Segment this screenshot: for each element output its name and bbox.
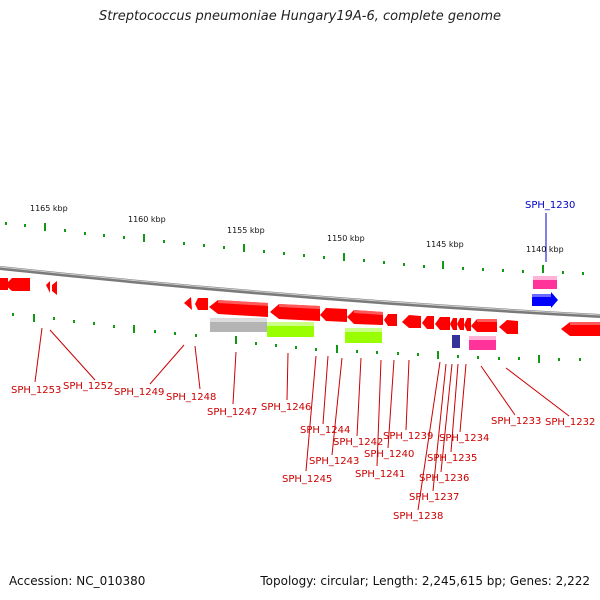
upper-scale-ticks (5, 222, 584, 275)
gene-label: SPH_1247 (207, 407, 257, 418)
scale-label: 1165 kbp (30, 204, 68, 213)
gene-label: SPH_1238 (393, 511, 443, 522)
gene-label: SPH_1234 (439, 433, 489, 444)
scale-label: 1160 kbp (128, 215, 166, 224)
gene-label: SPH_1244 (300, 425, 350, 436)
gene-label: SPH_1230 (525, 200, 575, 211)
gene-label: SPH_1233 (491, 416, 541, 427)
gene-label: SPH_1245 (282, 474, 332, 485)
gene-label: SPH_1235 (427, 453, 477, 464)
accession-text: Accession: NC_010380 (9, 574, 146, 588)
gene-label: SPH_1243 (309, 456, 359, 467)
gene-label: SPH_1242 (333, 437, 383, 448)
gene-label: SPH_1252 (63, 381, 113, 392)
leader-lines (34, 327, 570, 511)
gene-label: SPH_1249 (114, 387, 164, 398)
gene-label: SPH_1237 (409, 492, 459, 503)
navy-feature (452, 335, 460, 348)
scale-label: 1150 kbp (327, 234, 365, 243)
gene-label: SPH_1253 (11, 385, 61, 396)
gene-labels: SPH_1253 SPH_1252 SPH_1249 SPH_1248 SPH_… (11, 381, 595, 522)
gene-label: SPH_1240 (364, 449, 414, 460)
gene-label: SPH_1246 (261, 402, 311, 413)
gene-label: SPH_1241 (355, 469, 405, 480)
gene-label: SPH_1236 (419, 473, 469, 484)
scale-label: 1145 kbp (426, 240, 464, 249)
scale-label: 1155 kbp (227, 226, 265, 235)
lower-scale-ticks (12, 313, 581, 363)
genome-backbone (0, 266, 600, 318)
scale-labels: 1165 kbp 1160 kbp 1155 kbp 1150 kbp 1145… (30, 204, 564, 254)
map-title: Streptococcus pneumoniae Hungary19A-6, c… (99, 9, 501, 24)
gene-label: SPH_1239 (383, 431, 433, 442)
scale-label: 1140 kbp (526, 245, 564, 254)
gene-label: SPH_1232 (545, 417, 595, 428)
gene-label: SPH_1248 (166, 392, 216, 403)
topology-text: Topology: circular; Length: 2,245,615 bp… (260, 574, 590, 588)
